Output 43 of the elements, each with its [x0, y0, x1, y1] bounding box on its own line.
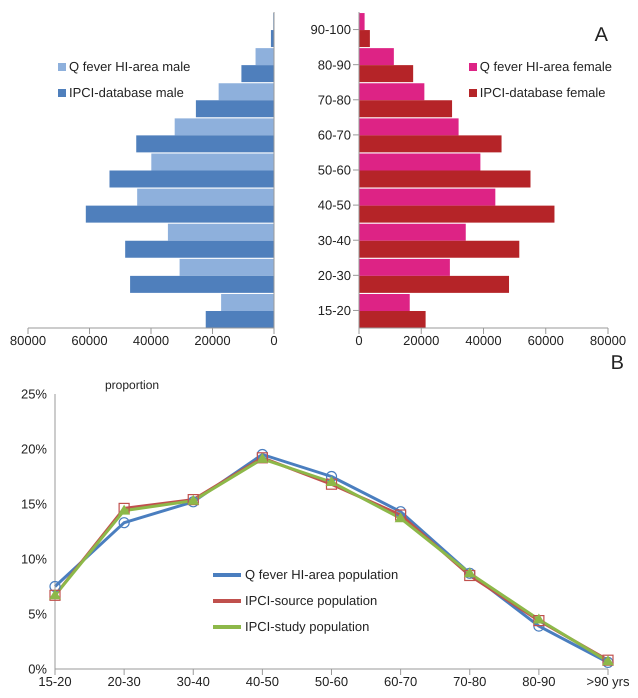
x-tick-label: 80000	[590, 333, 626, 348]
x-tick-label: 40000	[132, 333, 170, 348]
y-tick-label: 70-80	[318, 92, 351, 108]
legend-label: IPCI-source population	[245, 592, 378, 610]
y-tick-label: 30-40	[318, 232, 351, 248]
x-tick-label: 60-70	[384, 674, 418, 690]
x-tick-label: 80-90	[522, 674, 556, 690]
y-tick-label: 0%	[28, 662, 48, 677]
x-tick-label: 0	[355, 333, 363, 348]
legend-label: IPCI-study population	[245, 618, 370, 636]
x-tick-label: 60000	[528, 333, 564, 348]
x-tick-label: 15-20	[38, 674, 72, 690]
legend-label: IPCI-database male	[69, 84, 184, 102]
x-tick-label: 20-30	[108, 674, 141, 690]
y-axis-title: proportion	[105, 378, 160, 392]
y-tick-label: 50-60	[318, 162, 351, 178]
y-tick-label: 90-100	[310, 22, 351, 38]
text: B	[610, 352, 624, 375]
y-tick-label: 10%	[20, 552, 48, 567]
legend-label: IPCI-database female	[480, 84, 606, 102]
y-tick-label: 20-30	[318, 268, 351, 283]
x-tick-label: 40-50	[246, 674, 279, 690]
legend-label: Q fever HI-area female	[480, 58, 612, 76]
x-tick-label: 30-40	[176, 674, 210, 690]
y-tick-label: 20%	[20, 442, 48, 457]
y-tick-label: 5%	[28, 606, 48, 622]
x-tick-label: 20000	[403, 333, 440, 348]
x-tick-label: 0	[270, 333, 278, 348]
y-tick-label: 80-90	[318, 57, 351, 72]
y-tick-label: 40-50	[318, 198, 351, 213]
x-tick-label: 70-80	[453, 674, 486, 690]
y-tick-label: 15-20	[318, 303, 351, 318]
annotation: A	[594, 24, 608, 47]
x-tick-label: 80000	[10, 333, 46, 348]
y-tick-label: 15%	[20, 496, 48, 512]
x-tick-label: 60000	[71, 333, 108, 348]
y-tick-label: 25%	[20, 386, 48, 402]
y-tick-label: 60-70	[318, 128, 351, 143]
legend-label: Q fever HI-area population	[245, 566, 398, 584]
x-tick-label: 40000	[465, 333, 502, 348]
x-tick-label: 20000	[194, 333, 231, 348]
x-tick-label: >90 yrs	[586, 674, 630, 690]
legend-label: Q fever HI-area male	[69, 58, 190, 76]
